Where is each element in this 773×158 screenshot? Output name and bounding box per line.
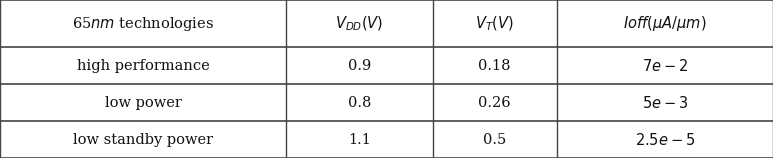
Text: low power: low power [104,96,182,110]
Text: $V_T(V)$: $V_T(V)$ [475,14,514,33]
Text: 0.9: 0.9 [348,59,371,73]
Text: $7e-2$: $7e-2$ [642,58,688,74]
Text: 0.18: 0.18 [478,59,511,73]
Text: 65$nm$ technologies: 65$nm$ technologies [72,15,214,33]
Text: $2.5e-5$: $2.5e-5$ [635,131,695,148]
Text: 0.5: 0.5 [483,133,506,146]
Text: $5e-3$: $5e-3$ [642,95,688,111]
Text: low standby power: low standby power [73,133,213,146]
Text: 1.1: 1.1 [348,133,371,146]
Text: 0.8: 0.8 [348,96,371,110]
Text: $Ioff(\mu A/\mu m)$: $Ioff(\mu A/\mu m)$ [623,14,707,33]
Text: $V_{DD}(V)$: $V_{DD}(V)$ [335,14,383,33]
Text: high performance: high performance [77,59,209,73]
Text: 0.26: 0.26 [478,96,511,110]
